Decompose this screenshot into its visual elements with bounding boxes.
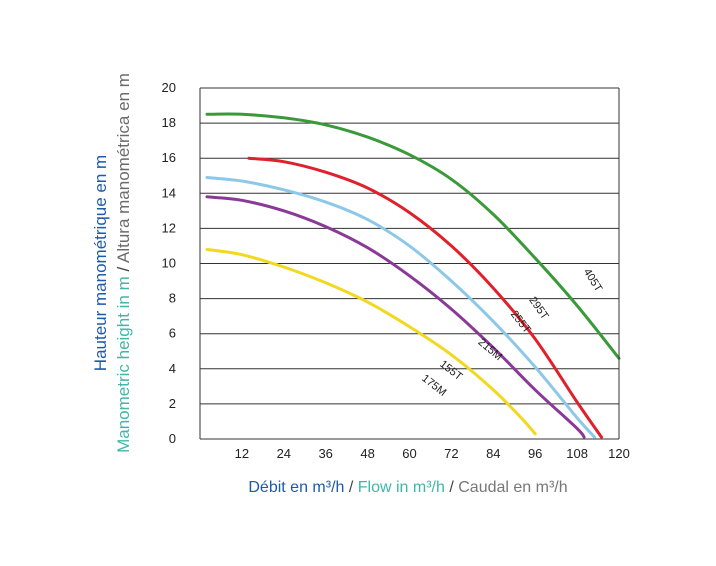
x-tick-label: 96 [528,446,542,461]
y-axis-label-fr: Hauteur manométrique en m [91,155,110,371]
x-tick-label: 60 [402,446,416,461]
x-axis-label-en: Flow in m³/h [358,479,445,496]
x-tick-label: 108 [566,446,588,461]
x-tick-label: 84 [486,446,500,461]
x-axis-label-es: Caudal en m³/h [458,479,567,496]
series-line-295t [247,156,603,439]
series-line-255t [205,176,597,439]
y-axis-label-en: Manometric height in m [114,276,133,453]
x-axis-label-sep1: / [344,479,357,496]
x-tick-label: 24 [277,446,291,461]
y-tick-label: 6 [169,326,176,341]
x-tick-labels: 12 24 36 48 60 72 84 96 108 120 [235,446,630,461]
y-tick-label: 20 [162,80,176,95]
y-tick-label: 4 [169,361,176,376]
x-axis-label-fr: Débit en m³/h [248,479,344,496]
y-tick-label: 18 [162,115,176,130]
y-axis-label-sep: / [114,263,133,276]
series-label: 175M [419,372,448,398]
y-tick-label: 2 [169,396,176,411]
y-tick-label: 12 [162,220,176,235]
x-tick-label: 36 [318,446,332,461]
x-tick-label: 72 [444,446,458,461]
x-tick-label: 48 [360,446,374,461]
y-tick-label: 16 [162,150,176,165]
series-lines [205,112,621,439]
y-tick-label: 0 [169,431,176,446]
series-line-405t [205,112,621,360]
y-axis-label-es: Altura manométrica en m [114,73,133,263]
y-tick-label: 10 [162,256,176,271]
grid [200,87,619,440]
y-axis-label-en-es: Manometric height in m / Altura manométr… [114,73,133,453]
x-axis-label: Débit en m³/h / Flow in m³/h / Caudal en… [248,479,567,496]
x-tick-label: 120 [608,446,630,461]
x-tick-label: 12 [235,446,249,461]
series-label: 215M [476,336,505,363]
series-line-215m [205,195,586,439]
series-label: 405T [581,267,605,295]
y-tick-label: 14 [162,185,176,200]
y-tick-labels: 0 2 4 6 8 10 12 14 16 18 20 [162,80,176,446]
y-tick-label: 8 [169,291,176,306]
series-line-155t [205,248,537,436]
plot-frame [199,88,620,439]
x-axis-label-sep2: / [445,479,458,496]
